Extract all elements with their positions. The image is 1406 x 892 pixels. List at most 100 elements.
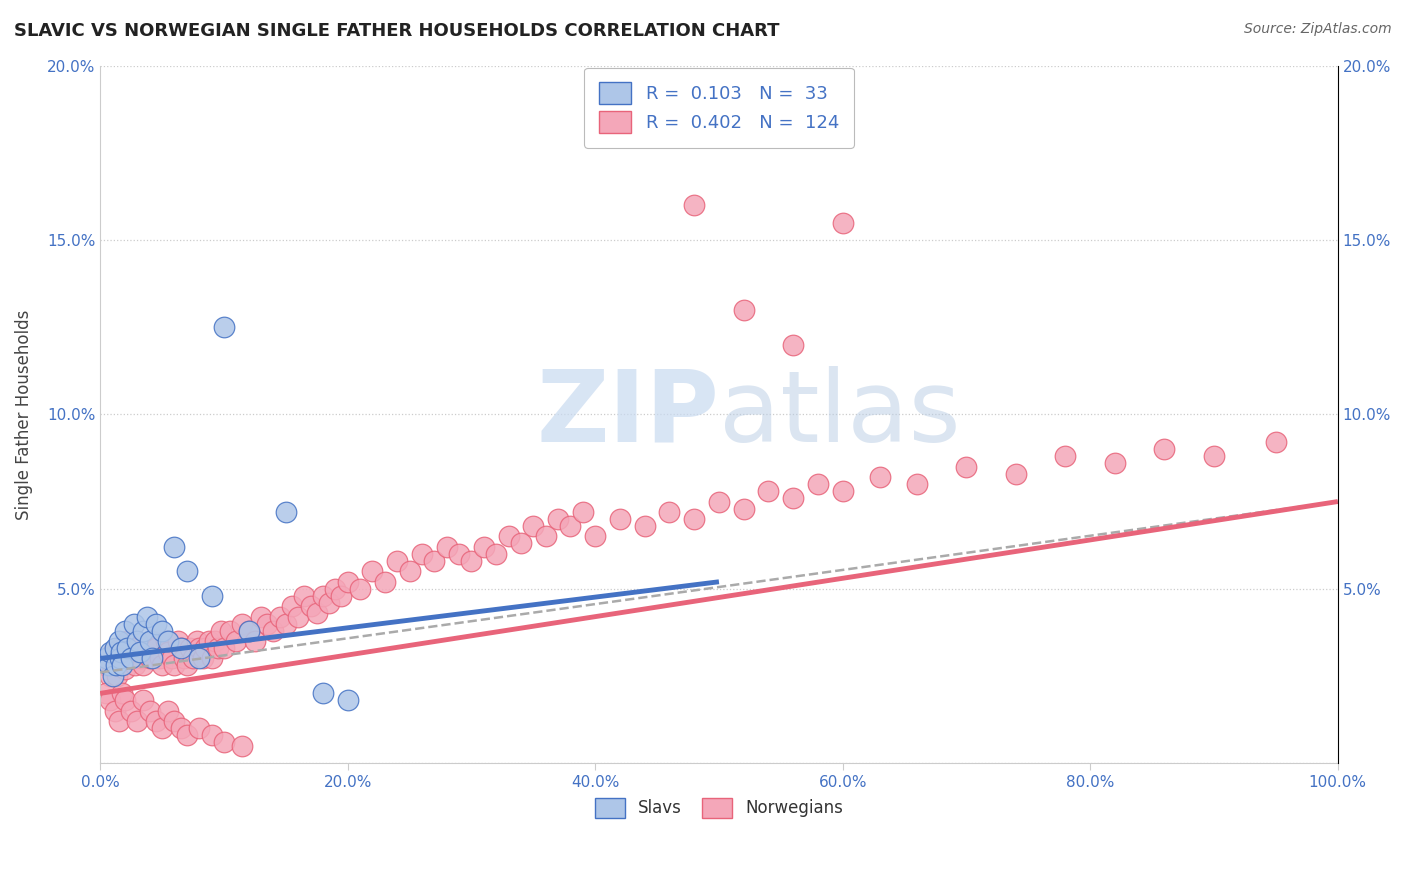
Point <box>807 477 830 491</box>
Point <box>312 686 335 700</box>
Point <box>256 616 278 631</box>
Point <box>336 693 359 707</box>
Point <box>436 540 458 554</box>
Point <box>169 640 191 655</box>
Point <box>509 536 531 550</box>
Point <box>98 644 121 658</box>
Point <box>209 624 232 638</box>
Point <box>194 640 217 655</box>
Point <box>292 589 315 603</box>
Point <box>274 505 297 519</box>
Point <box>204 634 226 648</box>
Point <box>191 651 214 665</box>
Point <box>145 640 167 655</box>
Point <box>1054 449 1077 463</box>
Point <box>683 512 706 526</box>
Point <box>96 686 118 700</box>
Point <box>198 634 221 648</box>
Point <box>98 693 121 707</box>
Point <box>831 215 853 229</box>
Point <box>94 658 117 673</box>
Point <box>179 640 201 655</box>
Text: ZIP: ZIP <box>536 366 718 463</box>
Point <box>758 484 780 499</box>
Point <box>831 484 853 499</box>
Y-axis label: Single Father Households: Single Father Households <box>15 310 32 519</box>
Point <box>157 644 180 658</box>
Point <box>782 491 804 505</box>
Point <box>150 721 173 735</box>
Point <box>955 459 977 474</box>
Point <box>96 651 118 665</box>
Point <box>117 634 139 648</box>
Point <box>262 624 284 638</box>
Point <box>472 540 495 554</box>
Point <box>188 651 211 665</box>
Point <box>385 554 408 568</box>
Point <box>163 540 186 554</box>
Point <box>250 609 273 624</box>
Point <box>114 693 136 707</box>
Point <box>120 651 142 665</box>
Point <box>160 651 183 665</box>
Point <box>200 728 222 742</box>
Point <box>104 658 127 673</box>
Point <box>188 640 211 655</box>
Point <box>634 519 657 533</box>
Point <box>120 651 142 665</box>
Point <box>905 477 928 491</box>
Point <box>583 529 606 543</box>
Point <box>683 198 706 212</box>
Point <box>176 658 198 673</box>
Point <box>127 714 149 729</box>
Point <box>101 669 124 683</box>
Text: Source: ZipAtlas.com: Source: ZipAtlas.com <box>1244 22 1392 37</box>
Point <box>287 609 309 624</box>
Point <box>423 554 446 568</box>
Point <box>120 704 142 718</box>
Point <box>138 704 160 718</box>
Legend: Slavs, Norwegians: Slavs, Norwegians <box>588 791 849 824</box>
Point <box>104 704 127 718</box>
Point <box>145 616 167 631</box>
Point <box>212 320 235 334</box>
Point <box>129 651 152 665</box>
Point <box>138 634 160 648</box>
Point <box>176 728 198 742</box>
Point <box>111 651 134 665</box>
Point <box>281 599 304 614</box>
Point <box>163 714 186 729</box>
Point <box>305 606 328 620</box>
Point <box>411 547 433 561</box>
Point <box>188 721 211 735</box>
Point <box>157 634 180 648</box>
Point <box>150 658 173 673</box>
Point <box>169 721 191 735</box>
Point <box>136 644 159 658</box>
Point <box>141 634 163 648</box>
Point <box>225 634 247 648</box>
Point <box>186 634 208 648</box>
Point <box>96 651 118 665</box>
Point <box>157 704 180 718</box>
Point <box>1202 449 1225 463</box>
Point <box>127 640 149 655</box>
Point <box>349 582 371 596</box>
Point <box>105 658 128 673</box>
Point <box>200 589 222 603</box>
Text: SLAVIC VS NORWEGIAN SINGLE FATHER HOUSEHOLDS CORRELATION CHART: SLAVIC VS NORWEGIAN SINGLE FATHER HOUSEH… <box>14 22 779 40</box>
Point <box>136 609 159 624</box>
Point <box>733 302 755 317</box>
Point <box>124 658 146 673</box>
Point <box>782 337 804 351</box>
Point <box>547 512 569 526</box>
Point <box>1153 442 1175 457</box>
Point <box>98 669 121 683</box>
Point <box>330 589 353 603</box>
Point <box>361 564 384 578</box>
Point <box>150 624 173 638</box>
Point <box>323 582 346 596</box>
Point <box>97 658 120 673</box>
Point <box>231 739 253 753</box>
Point <box>132 624 155 638</box>
